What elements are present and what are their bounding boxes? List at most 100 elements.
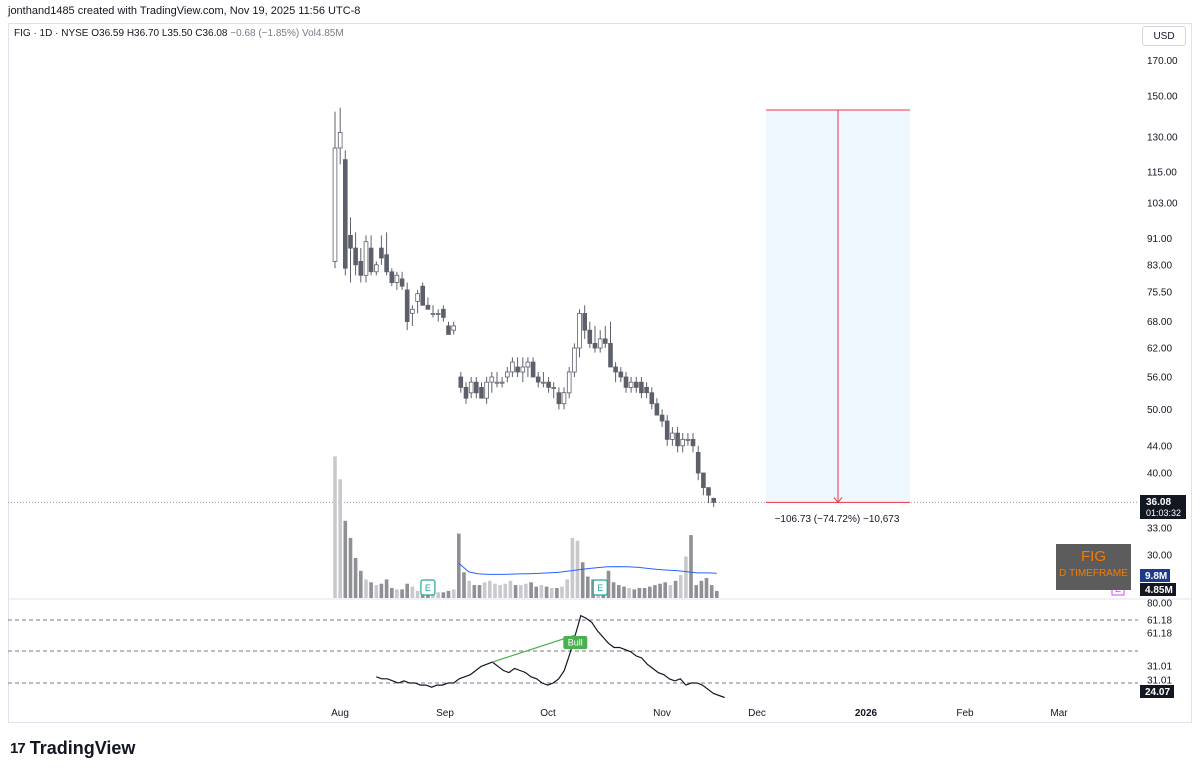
volume-bar (529, 582, 533, 598)
measure-tool[interactable]: −106.73 (−74.72%) −10,673 (766, 109, 910, 525)
candle[interactable] (613, 362, 618, 383)
candle[interactable] (489, 372, 495, 393)
candle[interactable] (634, 377, 639, 393)
candle[interactable] (685, 433, 691, 446)
volume-bar (560, 586, 564, 598)
price-axis-label: 33.00 (1147, 523, 1172, 534)
candle[interactable] (618, 367, 624, 383)
candle[interactable] (535, 372, 541, 388)
candle[interactable] (499, 377, 505, 388)
candle[interactable] (597, 330, 603, 353)
legend-symbol[interactable]: FIG · 1D · NYSE (14, 28, 89, 39)
currency-button[interactable]: USD (1142, 26, 1186, 46)
candle[interactable] (441, 305, 446, 322)
candle[interactable] (415, 289, 420, 314)
candle[interactable] (363, 235, 369, 283)
candle[interactable] (577, 309, 582, 358)
candle[interactable] (711, 497, 716, 507)
candle[interactable] (546, 377, 551, 393)
candle[interactable] (484, 377, 489, 404)
volume-bar (632, 589, 637, 598)
candle[interactable] (510, 357, 515, 377)
candle[interactable] (451, 321, 456, 335)
volume-bar (627, 588, 631, 598)
candle[interactable] (494, 372, 500, 388)
candle[interactable] (520, 357, 526, 383)
candle[interactable] (566, 367, 572, 399)
candle[interactable] (530, 357, 536, 378)
candle[interactable] (649, 387, 655, 410)
candle[interactable] (706, 487, 711, 504)
candle[interactable] (592, 325, 598, 353)
candle[interactable] (379, 235, 384, 265)
candle[interactable] (515, 357, 520, 377)
candle[interactable] (551, 382, 556, 399)
candle[interactable] (337, 107, 343, 165)
candle[interactable] (680, 433, 685, 453)
candle[interactable] (389, 268, 395, 287)
candle[interactable] (458, 372, 464, 393)
candle[interactable] (384, 232, 389, 276)
candle-body (489, 376, 495, 383)
candle[interactable] (603, 325, 608, 348)
candle[interactable] (348, 217, 353, 283)
candle[interactable] (675, 427, 680, 453)
candle[interactable] (572, 343, 577, 377)
candle[interactable] (353, 232, 358, 276)
volume-bar (519, 585, 523, 598)
volume-bar (436, 592, 440, 598)
candle[interactable] (639, 377, 644, 399)
candle[interactable] (430, 305, 436, 318)
candle[interactable] (690, 433, 696, 453)
candle[interactable] (399, 271, 405, 290)
candle[interactable] (644, 382, 649, 399)
candle-body (446, 325, 451, 335)
candle-body (706, 487, 711, 496)
candle[interactable] (425, 297, 431, 310)
candle[interactable] (479, 382, 484, 399)
candle[interactable] (608, 321, 613, 368)
candle[interactable] (664, 415, 670, 446)
earnings-marker[interactable]: E (420, 579, 436, 596)
candle[interactable] (435, 309, 441, 322)
candle[interactable] (404, 282, 410, 331)
candle[interactable] (670, 427, 675, 446)
candle[interactable] (332, 111, 338, 269)
candle[interactable] (394, 271, 400, 290)
candle[interactable] (342, 150, 348, 276)
earnings-marker-box (592, 579, 608, 596)
candle[interactable] (368, 235, 374, 276)
candle[interactable] (446, 321, 451, 335)
candle[interactable] (623, 372, 629, 393)
candle[interactable] (420, 282, 425, 306)
candle[interactable] (468, 377, 474, 399)
volume-bar (390, 588, 394, 598)
candle[interactable] (373, 261, 379, 276)
candle-body (353, 247, 358, 266)
candle[interactable] (587, 321, 593, 348)
candle[interactable] (410, 305, 415, 326)
candle[interactable] (701, 472, 706, 496)
candle[interactable] (695, 445, 701, 481)
candle[interactable] (582, 305, 587, 339)
candle[interactable] (654, 398, 660, 416)
candle[interactable] (628, 377, 634, 393)
candle-body (587, 329, 593, 344)
candle[interactable] (504, 367, 510, 383)
brand-logo[interactable]: 17 TradingView (10, 738, 135, 759)
candle[interactable] (541, 372, 546, 388)
candle[interactable] (525, 357, 531, 377)
candle[interactable] (463, 382, 469, 404)
candle-body (458, 376, 464, 388)
candle-body (510, 361, 515, 373)
candle[interactable] (561, 387, 567, 410)
candle[interactable] (473, 377, 479, 399)
candle[interactable] (556, 387, 562, 410)
earnings-marker[interactable]: E (592, 579, 608, 596)
candle-body (451, 325, 456, 331)
candle[interactable] (358, 248, 364, 283)
candle-body (572, 347, 577, 373)
candle[interactable] (659, 409, 665, 427)
candle-body (664, 420, 670, 440)
